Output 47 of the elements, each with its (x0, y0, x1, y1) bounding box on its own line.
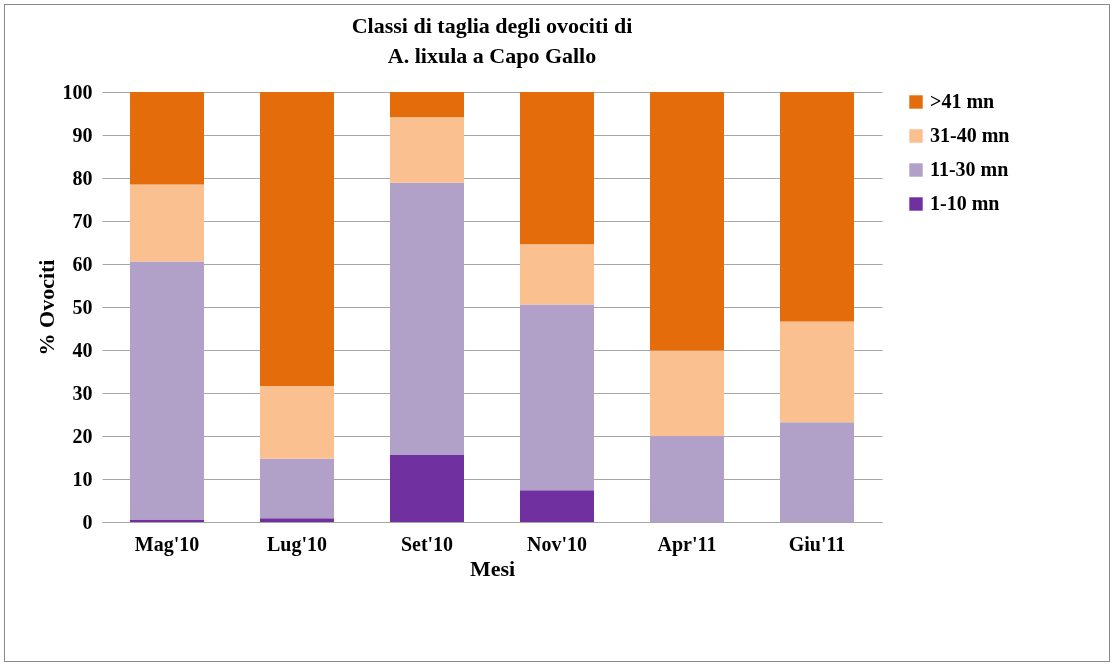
y-tick-label: 10 (72, 467, 93, 490)
bar (130, 92, 204, 185)
y-tick-label: 100 (62, 80, 93, 103)
y-tick-label: 20 (72, 424, 93, 447)
y-tick-label: 40 (72, 338, 93, 361)
bar (520, 304, 594, 491)
bar (520, 490, 594, 522)
bar (780, 321, 854, 423)
y-tick-label: 80 (72, 166, 93, 189)
y-tick-label: 90 (72, 123, 93, 146)
bar (520, 244, 594, 305)
bar (390, 117, 464, 183)
bar (390, 454, 464, 522)
bar (520, 92, 594, 245)
bar (260, 92, 334, 387)
x-tick-label: Mag'10 (134, 532, 200, 556)
text: Classi di taglia degli ovociti di (351, 13, 633, 38)
bar (260, 518, 334, 522)
bar (780, 92, 854, 322)
legend-label: 31-40 mn (930, 124, 1010, 146)
bar (130, 519, 204, 522)
bar (260, 458, 334, 519)
x-axis-title: Mesi (469, 555, 516, 581)
bar (130, 184, 204, 262)
bar (390, 182, 464, 455)
y-tick-label: 30 (72, 381, 93, 404)
bar (260, 386, 334, 459)
x-tick-label: Apr'11 (657, 532, 717, 556)
bar (390, 92, 464, 118)
bar (650, 92, 724, 351)
y-tick-label: 0 (82, 510, 93, 533)
legend-label: >41 mn (930, 90, 995, 112)
bar (780, 422, 854, 522)
x-tick-label: Giu'11 (788, 532, 846, 555)
y-tick-label: 50 (72, 295, 93, 318)
bar (650, 350, 724, 436)
y-tick-label: 60 (72, 252, 93, 275)
y-tick-label: 70 (72, 209, 93, 232)
x-tick-label: Set'10 (400, 532, 454, 555)
x-tick-label: Lug'10 (266, 532, 328, 556)
y-axis-title: % Ovociti (33, 259, 59, 356)
legend-label: 11-30 mn (930, 158, 1009, 180)
bar (650, 436, 724, 522)
text: A. lixula a Capo Gallo (387, 43, 597, 68)
bar (130, 261, 204, 520)
x-tick-label: Nov'10 (527, 532, 587, 555)
legend-label: 1-10 mn (930, 192, 1000, 214)
